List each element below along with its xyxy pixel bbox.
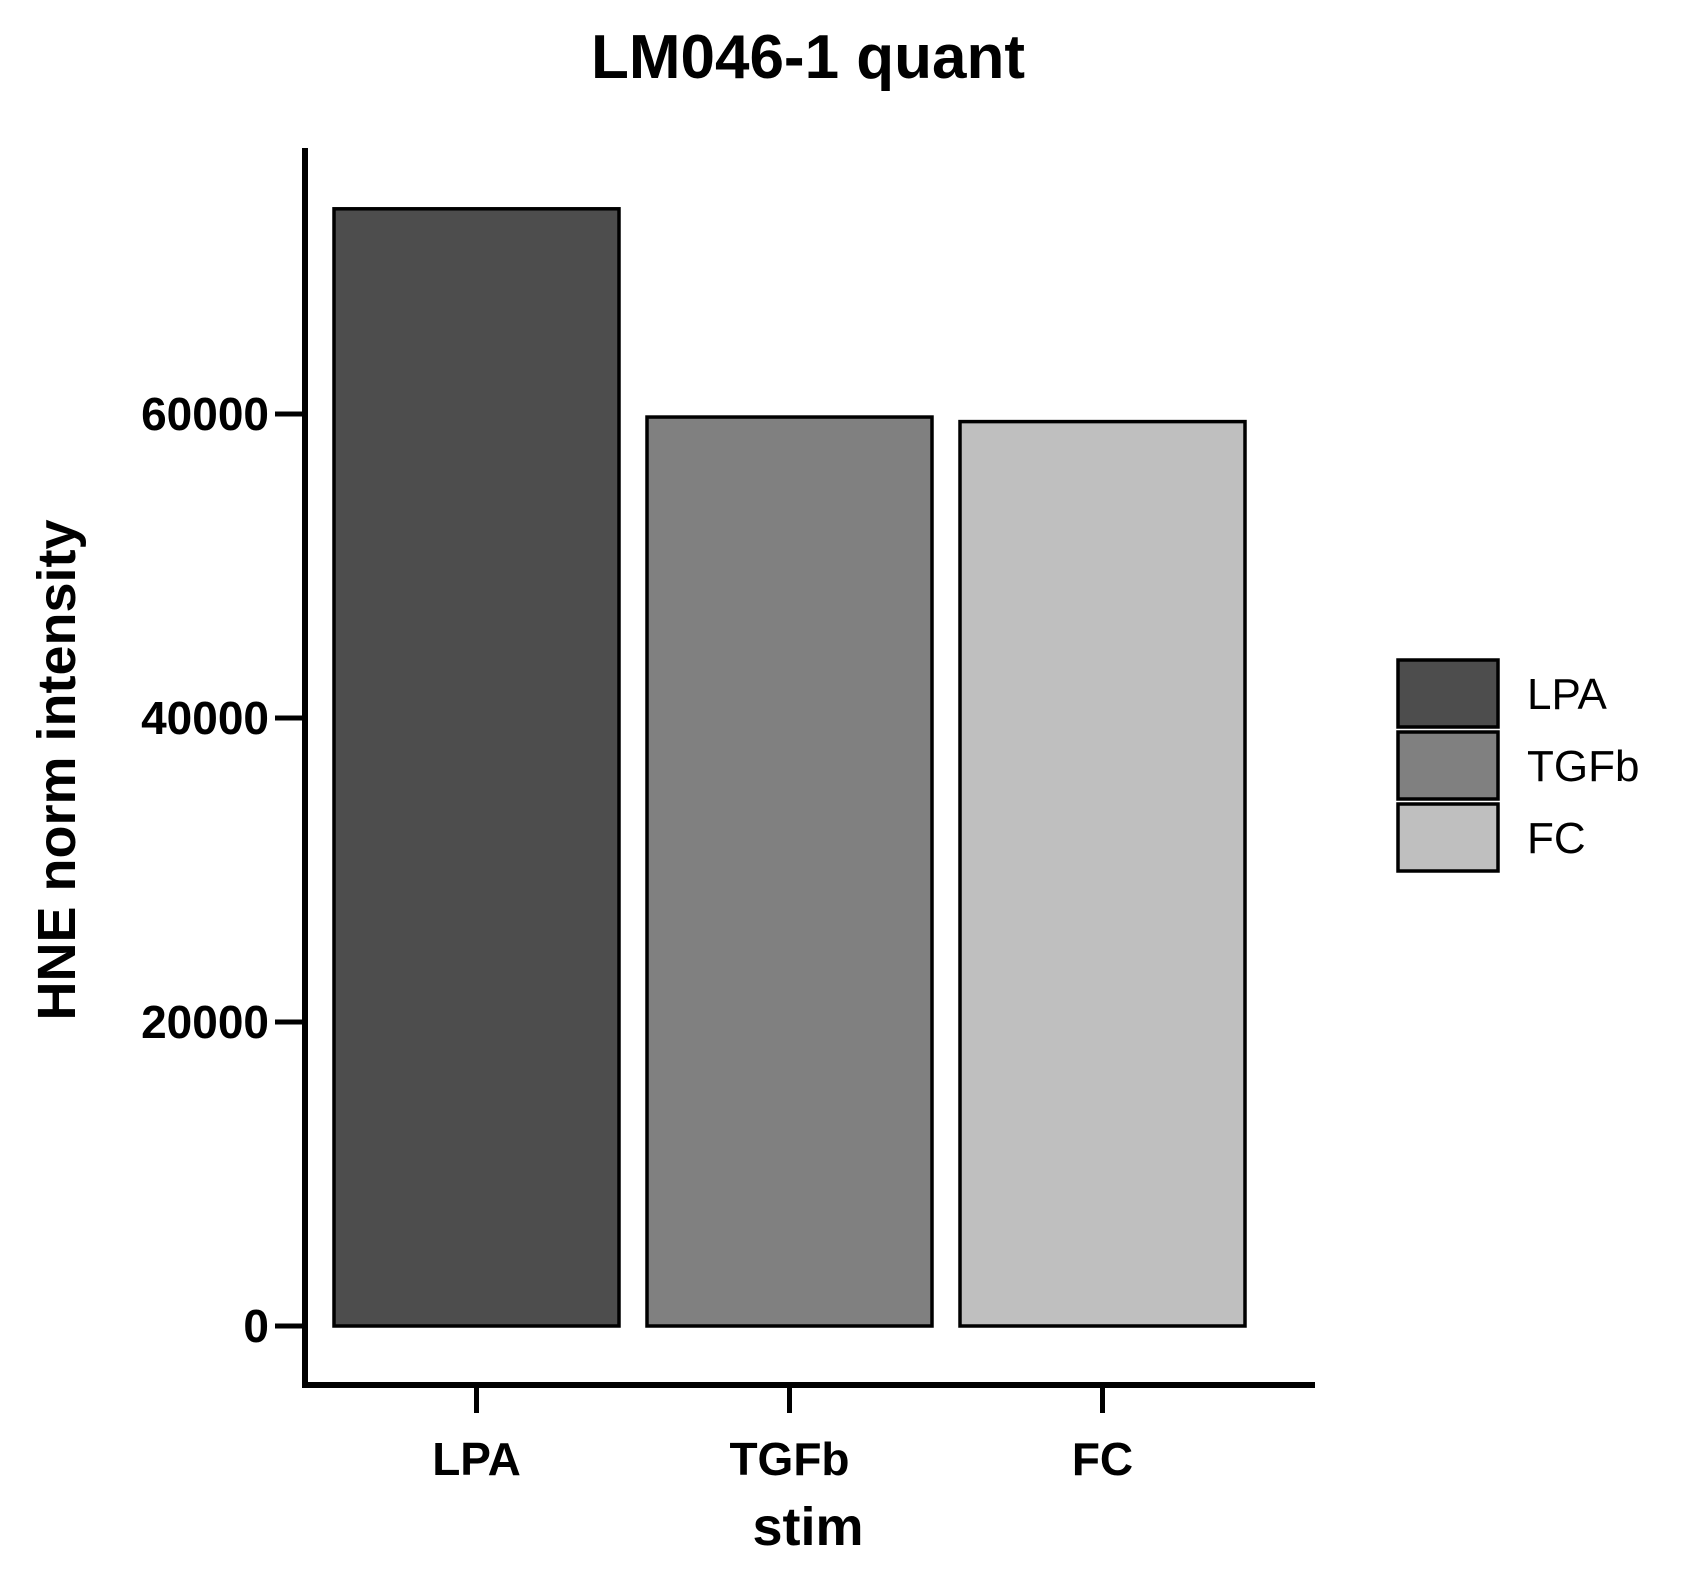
bars-group [332,207,1247,1328]
legend-swatch [1396,658,1500,729]
legend-swatch [1396,802,1500,873]
x-ticks-group: LPA TGFb FC [432,1385,1133,1485]
y-ticks-group: 0 20000 40000 60000 [141,388,305,1352]
y-tick-label: 40000 [141,692,269,744]
axes-group [302,148,1315,1388]
y-tick-label: 0 [243,1300,269,1352]
bar-fc [958,419,1247,1328]
legend: LPA TGFb FC [1396,658,1639,873]
bar-tgfb [645,415,934,1328]
y-tick-label: 60000 [141,388,269,440]
x-tick-label: TGFb [729,1433,849,1485]
x-tick-label: FC [1072,1433,1133,1485]
legend-label: TGFb [1527,742,1639,791]
x-axis-title: stim [752,1497,863,1557]
legend-swatch [1396,730,1500,801]
x-tick-label: LPA [432,1433,521,1485]
legend-label: LPA [1527,670,1608,719]
bar-lpa [332,207,621,1328]
y-axis-title: HNE norm intensity [27,519,87,1020]
legend-label: FC [1527,814,1586,863]
chart-title: LM046-1 quant [591,23,1025,92]
y-tick-label: 20000 [141,996,269,1048]
